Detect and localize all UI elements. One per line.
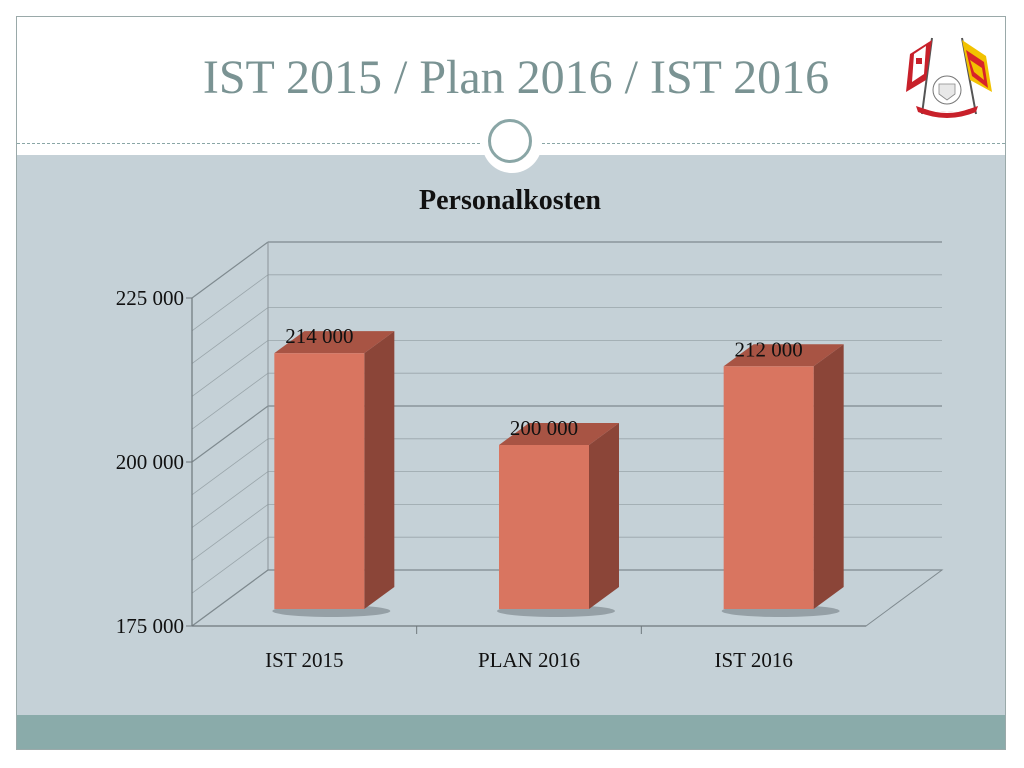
bar-top [499, 423, 619, 445]
bar-side [589, 423, 619, 609]
chart-title: Personalkosten [419, 185, 601, 216]
gridline-side [191, 438, 269, 496]
gridline-side [191, 307, 269, 364]
bar [497, 423, 619, 617]
data-label: 214 000 [285, 324, 353, 348]
flags-crest-icon [896, 32, 1000, 122]
divider-ornament-ring [488, 119, 532, 163]
bar [721, 344, 844, 617]
bar-side [813, 344, 844, 609]
data-label: 212 000 [735, 337, 803, 361]
bar [272, 331, 395, 617]
gridline-side [191, 372, 269, 430]
x-category-label: IST 2015 [265, 648, 343, 672]
bar-top [723, 344, 844, 367]
footer-bar [17, 715, 1005, 749]
gridline-side [191, 340, 269, 397]
bar-top [274, 331, 395, 354]
gridline-side [191, 274, 269, 332]
y-tick-label: 225 000 [116, 286, 184, 310]
chart-bars [272, 331, 844, 617]
chart-axes: 175 000 200 000 225 000 IST 2015 PLAN 2016 IS… [116, 286, 866, 672]
chart-labels: 214 000 200 000 212 000 [285, 324, 803, 440]
bar-side [364, 331, 395, 609]
bar-front [499, 445, 589, 609]
gridline-side [191, 241, 269, 299]
x-category-label: PLAN 2016 [478, 648, 580, 672]
slide-title: IST 2015 / Plan 2016 / IST 2016 [202, 51, 830, 104]
bar-front [274, 353, 365, 609]
x-category-label: IST 2016 [714, 648, 792, 672]
y-tick-label: 175 000 [116, 614, 184, 638]
gridline-side [191, 405, 269, 463]
gridline-side [191, 471, 269, 528]
data-label: 200 000 [510, 416, 578, 440]
gridline-side [191, 504, 269, 561]
y-tick-label: 200 000 [116, 450, 184, 474]
bar-front [723, 366, 814, 609]
gridline-side [191, 536, 269, 594]
